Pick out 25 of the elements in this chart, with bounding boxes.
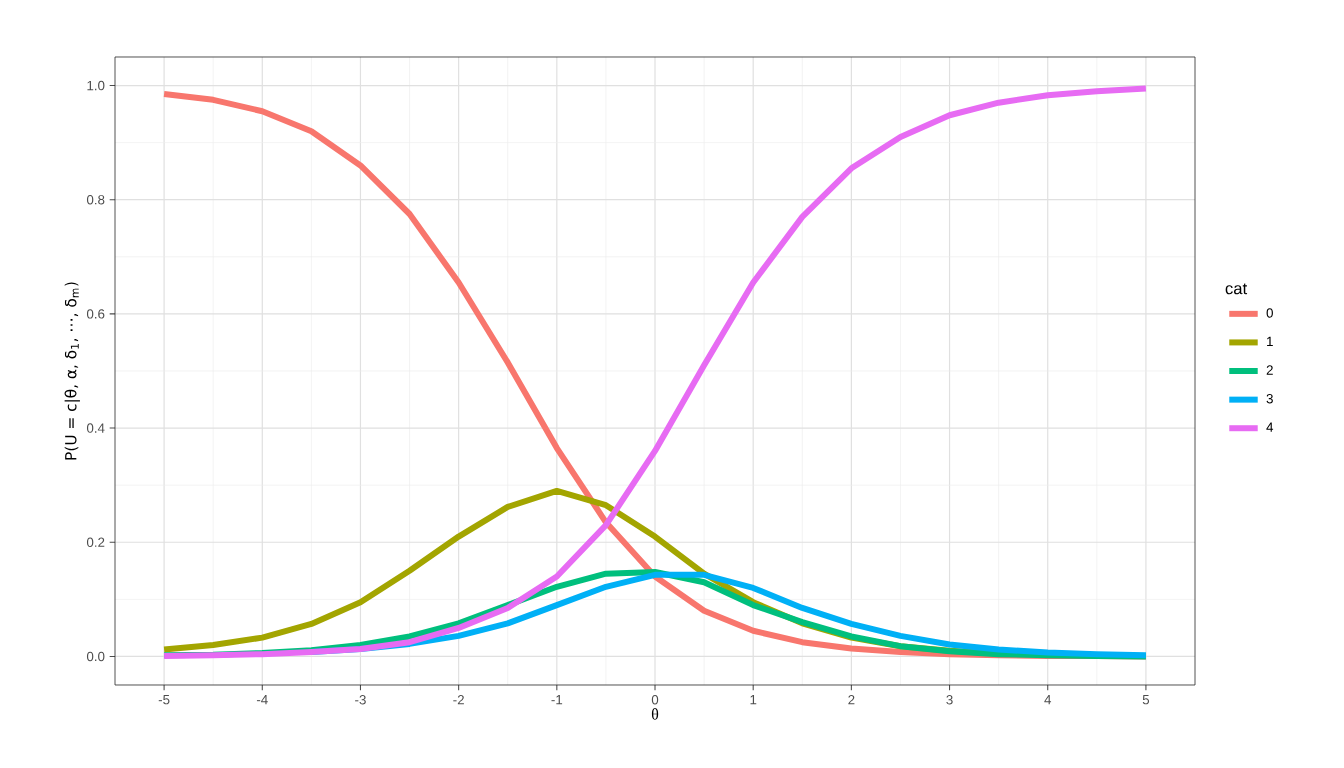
x-tick-label: -1: [551, 695, 563, 705]
legend-label: 1: [1267, 336, 1273, 347]
x-tick-label: -3: [355, 695, 366, 705]
x-axis-title: θ: [651, 708, 659, 720]
y-tick-label: 0.0: [86, 651, 105, 662]
legend-label: 0: [1266, 308, 1273, 318]
y-tick-label: 0.4: [86, 423, 105, 433]
legend-label: 2: [1266, 365, 1273, 375]
x-tick-label: 1: [750, 695, 757, 705]
legend-label: 4: [1266, 422, 1274, 432]
y-tick-label: 1.0: [87, 80, 105, 91]
x-tick-label: 3: [946, 695, 953, 705]
x-tick-label: -4: [256, 695, 268, 705]
x-tick-label: 0: [651, 695, 659, 705]
legend-label: 3: [1266, 393, 1273, 404]
x-tick-label: 2: [848, 695, 855, 705]
y-tick-label: 0.2: [86, 537, 105, 547]
legend-title: cat: [1225, 283, 1248, 295]
x-tick-label: -2: [453, 695, 464, 705]
y-axis-title: P(U = c|θ, α, δ$_{1}$, ⋯, δ$_{m}$): [64, 282, 80, 460]
x-tick-label: 5: [1142, 695, 1150, 705]
x-tick-label: -5: [158, 695, 170, 705]
x-tick-label: 4: [1044, 695, 1052, 705]
y-tick-label: 0.8: [86, 195, 105, 205]
y-tick-label: 0.6: [86, 309, 105, 319]
